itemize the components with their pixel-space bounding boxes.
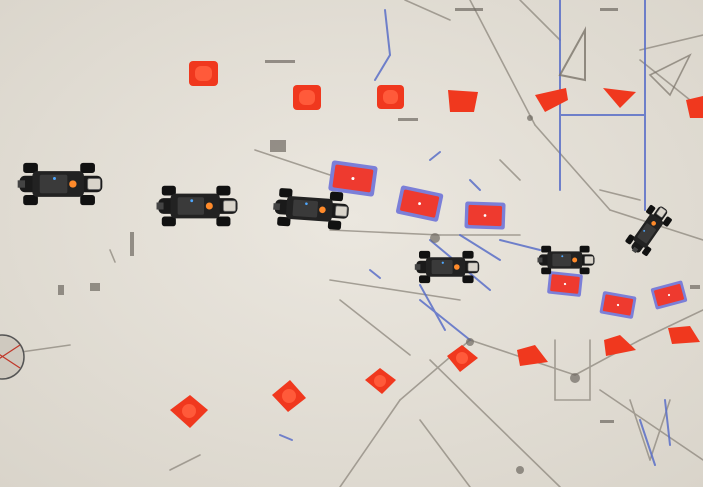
traffic-cone xyxy=(293,85,321,110)
traffic-cone xyxy=(170,395,208,428)
traffic-cone xyxy=(603,88,636,108)
target-box xyxy=(546,270,584,298)
traffic-cone xyxy=(189,61,218,86)
traffic-cone xyxy=(668,326,700,344)
traffic-cone xyxy=(365,368,396,394)
traffic-cone xyxy=(517,345,548,366)
traffic-cone xyxy=(377,85,404,109)
traffic-cone xyxy=(448,90,478,112)
traffic-cone xyxy=(535,88,568,112)
target-box xyxy=(327,160,378,197)
traffic-cone xyxy=(272,380,306,412)
traffic-cones xyxy=(170,61,703,428)
target-box xyxy=(464,201,506,230)
traffic-cone xyxy=(686,96,703,118)
traffic-cone xyxy=(447,345,478,372)
round-base-marker xyxy=(0,334,25,380)
traffic-cone xyxy=(604,335,636,356)
